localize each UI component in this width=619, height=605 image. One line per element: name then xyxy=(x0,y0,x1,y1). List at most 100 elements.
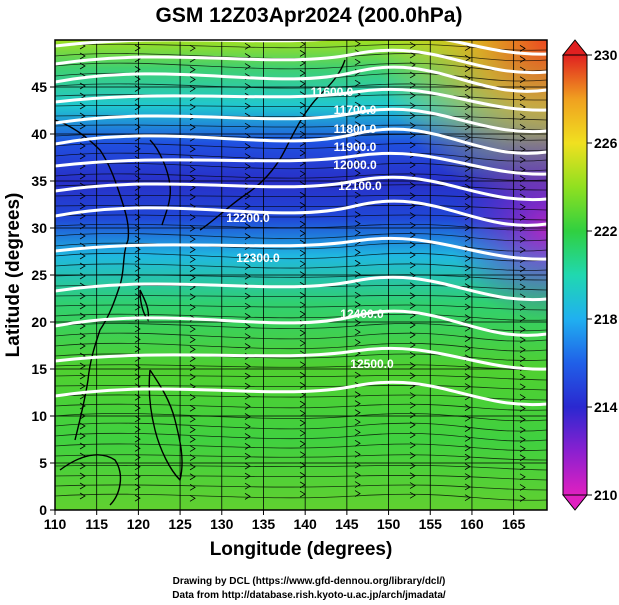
wind-arrow xyxy=(409,241,416,249)
y-tick-label: 5 xyxy=(39,455,47,471)
wind-arrow xyxy=(134,325,141,333)
wind-arrow xyxy=(464,174,471,182)
wind-arrow xyxy=(244,272,251,280)
contour-line xyxy=(55,65,547,93)
wind-arrow xyxy=(189,145,196,153)
wind-arrow xyxy=(354,400,361,407)
wind-arrow xyxy=(244,102,251,110)
contour-labels: 11600.0 11700.0 11800.0 11900.0 12000.0 … xyxy=(226,85,394,371)
wind-arrow xyxy=(79,382,86,390)
coastlines xyxy=(55,59,346,506)
wind-arrow xyxy=(354,101,361,109)
wind-arrow xyxy=(79,362,86,370)
height-contours xyxy=(55,40,547,407)
wind-arrow xyxy=(519,246,526,254)
streamline xyxy=(55,432,547,442)
contour-line xyxy=(55,346,547,371)
wind-arrow xyxy=(464,264,471,272)
wind-arrow xyxy=(519,394,526,401)
wind-arrow xyxy=(299,361,306,369)
wind-arrow xyxy=(244,392,251,400)
contour-line xyxy=(55,48,547,75)
wind-arrow xyxy=(409,452,416,459)
contour-line xyxy=(55,275,547,302)
wind-arrow xyxy=(299,490,306,498)
wind-arrow xyxy=(79,62,86,70)
wind-arrow xyxy=(354,220,361,227)
wind-arrow xyxy=(519,76,526,84)
wind-arrow xyxy=(519,166,526,174)
wind-arrow xyxy=(189,66,196,73)
x-tick-label: 130 xyxy=(210,516,234,532)
wind-arrow xyxy=(354,409,361,416)
wind-arrow xyxy=(354,418,361,426)
wind-arrow xyxy=(79,432,86,440)
y-tick-label: 30 xyxy=(31,220,47,236)
contour-line xyxy=(55,380,547,407)
contour-label: 11900.0 xyxy=(334,140,377,154)
wind-arrow xyxy=(189,463,196,471)
wind-arrow xyxy=(189,235,196,243)
wind-arrow xyxy=(244,382,251,390)
wind-arrow xyxy=(519,336,526,344)
wind-arrow xyxy=(299,50,306,57)
wind-arrow xyxy=(244,143,251,150)
colorbar-ticks: 210 214 218 222 226 230 xyxy=(587,47,618,503)
wind-arrow xyxy=(299,400,306,408)
wind-arrow xyxy=(79,322,86,330)
wind-arrow xyxy=(244,223,251,230)
wind-arrow xyxy=(409,141,416,149)
streamline xyxy=(55,313,547,321)
wind-arrow xyxy=(79,342,86,350)
wind-arrow xyxy=(189,436,196,443)
wind-arrow xyxy=(79,122,86,130)
wind-arrow xyxy=(299,451,306,459)
wind-arrow xyxy=(354,79,361,87)
wind-arrow xyxy=(299,461,306,469)
contour-line xyxy=(55,175,547,202)
wind-arrow xyxy=(519,326,526,333)
wind-arrow xyxy=(299,121,306,129)
y-tick-label: 45 xyxy=(31,79,47,95)
wind-arrow xyxy=(244,333,251,340)
wind-arrow xyxy=(134,404,141,412)
wind-arrow xyxy=(519,274,526,282)
wind-arrow xyxy=(244,462,251,470)
wind-arrow xyxy=(134,415,141,423)
wind-arrow xyxy=(134,44,141,52)
wind-arrow xyxy=(189,445,196,452)
wind-arrow xyxy=(189,336,196,343)
wind-arrow xyxy=(79,212,86,220)
wind-arrow xyxy=(354,339,361,346)
wind-arrow xyxy=(519,283,526,291)
wind-arrow xyxy=(79,112,86,120)
streamline xyxy=(55,223,547,231)
wind-arrow xyxy=(134,454,141,461)
x-tick-label: 155 xyxy=(419,516,443,532)
wind-arrow xyxy=(189,246,196,253)
wind-arrow xyxy=(134,165,141,173)
streamline xyxy=(55,342,547,352)
wind-arrow xyxy=(409,192,416,200)
wind-arrow xyxy=(134,75,141,83)
wind-arrow xyxy=(354,360,361,368)
wind-arrow xyxy=(189,364,196,371)
wind-arrow xyxy=(244,313,251,320)
wind-arrow xyxy=(409,411,416,419)
x-tick-label: 120 xyxy=(127,516,151,532)
wind-arrow xyxy=(299,419,306,427)
wind-arrow xyxy=(464,303,471,311)
wind-arrow xyxy=(244,372,251,380)
y-axis-ticks: 0 5 10 15 20 25 30 35 40 45 xyxy=(31,79,55,518)
contour-label: 12300.0 xyxy=(236,251,280,265)
wind-arrow xyxy=(189,355,196,362)
credit-line-1: Drawing by DCL (https://www.gfd-dennou.o… xyxy=(173,576,446,587)
wind-arrow xyxy=(409,321,416,329)
wind-arrow xyxy=(464,293,471,300)
wind-arrow xyxy=(464,234,471,242)
streamline xyxy=(55,233,547,242)
x-tick-label: 140 xyxy=(293,516,317,532)
wind-arrow xyxy=(519,265,526,273)
streamline xyxy=(55,242,547,252)
wind-arrow xyxy=(354,471,361,479)
